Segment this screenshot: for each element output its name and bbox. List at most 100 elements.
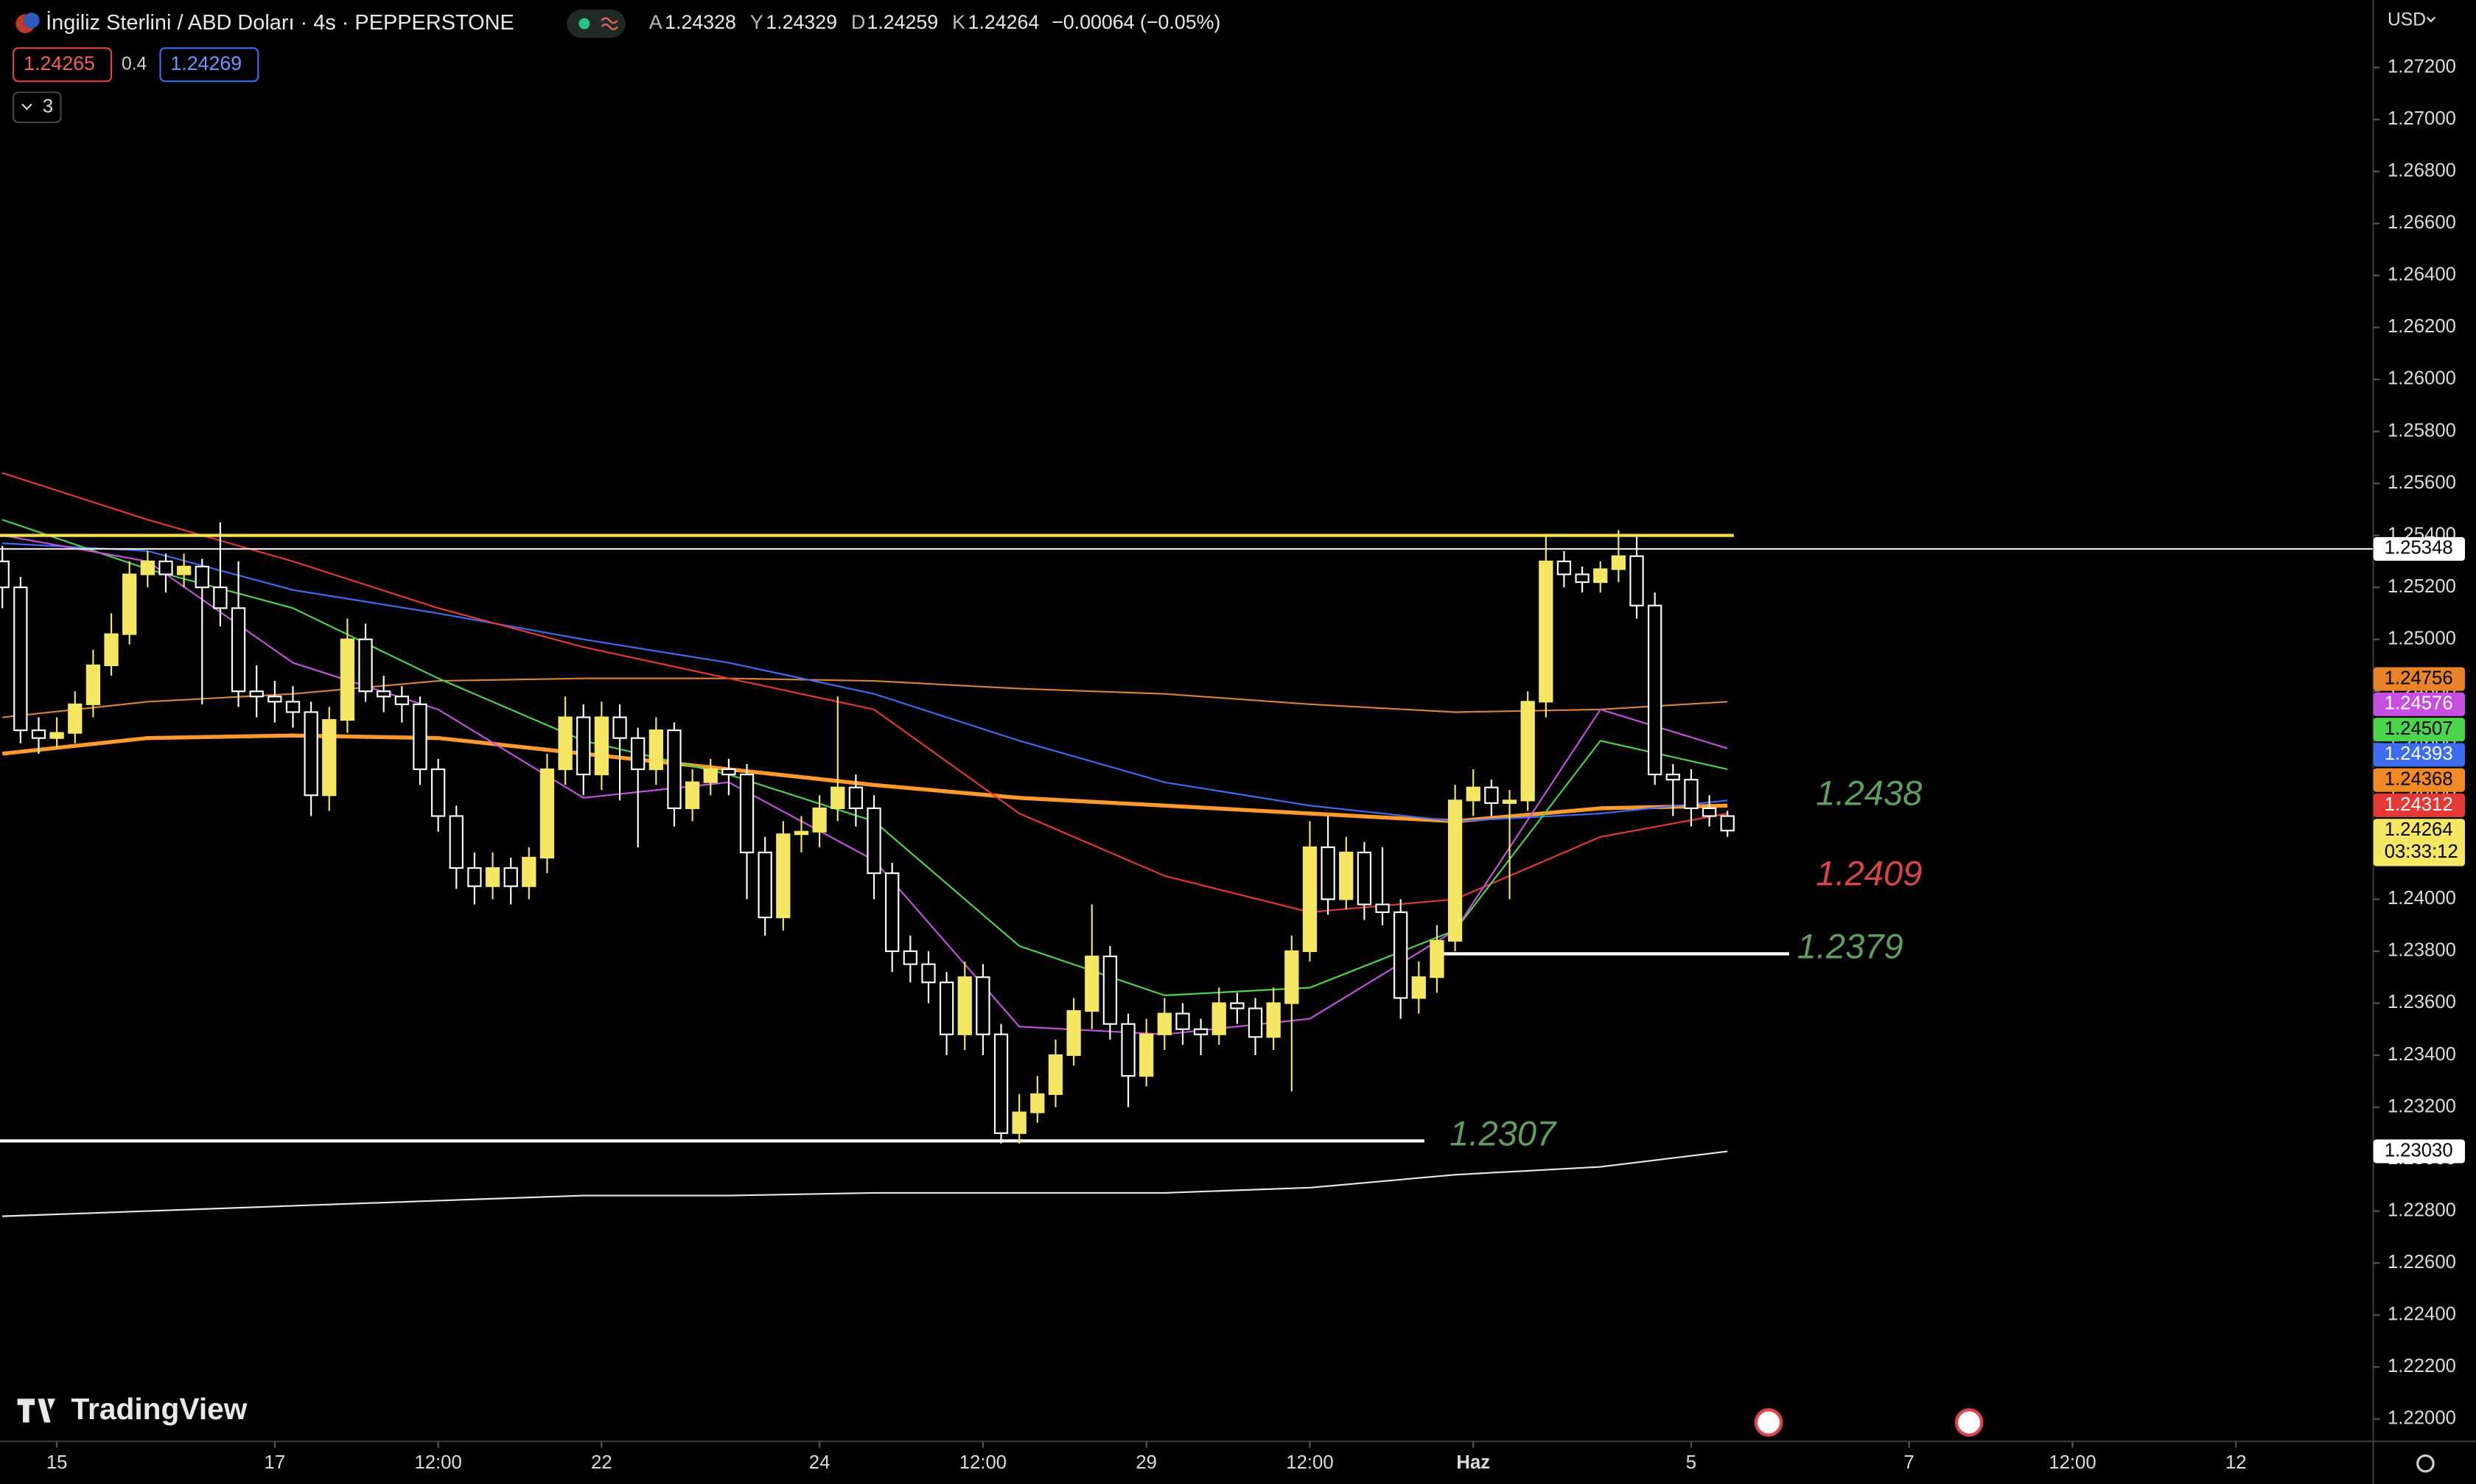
- candle-body: [1684, 779, 1699, 809]
- y-tick-label: 1.25800: [2388, 420, 2456, 441]
- price-change: −0.00064 (−0.05%): [1052, 11, 1220, 33]
- price-badge: [2373, 768, 2465, 792]
- buy-button[interactable]: [159, 47, 259, 83]
- spread: 0.4: [122, 54, 147, 74]
- candle-body: [612, 716, 627, 739]
- indicator-toggle[interactable]: [13, 91, 62, 124]
- price-badge: [2373, 819, 2465, 867]
- ohlc-key: D: [851, 11, 865, 33]
- price-badge: [2373, 793, 2465, 818]
- symbol-title[interactable]: İngiliz Sterlini / ABD Doları · 4s · PEP…: [46, 10, 514, 35]
- candle-body: [31, 729, 46, 739]
- candle-body: [1575, 573, 1590, 584]
- price-badge-label: 1.24264: [2385, 819, 2453, 840]
- candle-body: [267, 696, 282, 703]
- ohlc-value: 1.24264: [968, 11, 1040, 33]
- price-badge-label: 1.24507: [2385, 718, 2453, 739]
- y-tick-label: 1.22000: [2388, 1408, 2456, 1429]
- candle-body: [13, 587, 28, 732]
- level-label: 1.2379: [1797, 926, 1903, 965]
- annotation: 1.2409: [1816, 854, 1922, 893]
- candle-body: [49, 732, 64, 739]
- candle-body: [1447, 799, 1463, 942]
- candle-body: [921, 963, 936, 984]
- y-tick-label: 1.27200: [2388, 57, 2456, 77]
- ohlc-key: K: [952, 11, 965, 33]
- price-badge-label: 1.24312: [2385, 794, 2453, 815]
- y-tick-label: 1.27000: [2388, 108, 2456, 129]
- ohlc-value: 1.24259: [867, 11, 938, 33]
- candle-body: [558, 716, 573, 771]
- candle-body: [1702, 807, 1717, 817]
- candle-body: [1629, 555, 1644, 606]
- candle-body: [594, 716, 609, 776]
- plot-area: 1.2379 1.2307 1.2438 1.2409: [0, 472, 2374, 1217]
- candle-body: [1230, 1002, 1245, 1009]
- candle-body: [739, 774, 755, 853]
- candle-body: [176, 565, 192, 575]
- price-badge: [2373, 536, 2465, 561]
- candle-body: [1266, 1002, 1281, 1038]
- x-tick-label: 12:00: [2049, 1452, 2096, 1473]
- candle-body: [721, 768, 736, 776]
- x-tick-label: 17: [265, 1452, 286, 1473]
- price-badge-label: 1.24393: [2385, 743, 2453, 764]
- candle-body: [903, 950, 917, 965]
- candle-body: [285, 701, 301, 713]
- y-tick-label: 1.26600: [2388, 212, 2456, 233]
- candle-body: [449, 815, 464, 869]
- candle-body: [1085, 955, 1099, 1012]
- y-tick-label: 1.25200: [2388, 576, 2456, 597]
- candle-body: [104, 633, 119, 667]
- ohlc-key: Y: [750, 11, 763, 33]
- economic-event[interactable]: [1754, 1408, 1783, 1437]
- y-tick-label: 1.25000: [2388, 628, 2456, 648]
- candle-body: [1665, 774, 1680, 781]
- brand-name: TradingView: [71, 1392, 247, 1426]
- level-label: 1.2307: [1449, 1113, 1557, 1152]
- candle-body: [0, 560, 10, 589]
- candle-body: [1411, 976, 1426, 999]
- delay-icon: [601, 17, 618, 30]
- price-badge: [2373, 692, 2465, 716]
- sell-button[interactable]: [13, 47, 113, 83]
- y-tick-label: 1.26800: [2388, 161, 2456, 181]
- currency-selector[interactable]: USD: [2388, 10, 2426, 29]
- status-pill[interactable]: [567, 9, 626, 38]
- candle-body: [539, 768, 555, 859]
- event-icons: [1754, 1408, 1984, 1437]
- x-tick-label: 12:00: [414, 1452, 461, 1473]
- candle-body: [394, 696, 409, 705]
- bid-price[interactable]: 1.24265: [24, 52, 95, 74]
- ask-price[interactable]: 1.24269: [170, 52, 242, 74]
- y-tick-label: 1.23600: [2388, 992, 2456, 1012]
- y-tick-label: 1.22200: [2388, 1356, 2456, 1376]
- candle-body: [340, 638, 355, 721]
- candle-body: [522, 856, 536, 887]
- candle-body: [1430, 939, 1444, 979]
- x-tick-label: 12:00: [1286, 1452, 1333, 1473]
- y-tick-label: 1.23400: [2388, 1044, 2456, 1065]
- settings-icon[interactable]: [2416, 1454, 2435, 1473]
- candle-body: [648, 729, 663, 771]
- candle-body: [1139, 1033, 1154, 1077]
- candle-body: [1193, 1028, 1209, 1035]
- indicator-count[interactable]: 3: [43, 96, 53, 116]
- price-badge: [2373, 718, 2465, 742]
- x-tick-label: 12:00: [959, 1452, 1007, 1473]
- candle-body: [867, 807, 881, 875]
- x-tick-label: 15: [46, 1452, 68, 1473]
- y-tick-label: 1.26200: [2388, 316, 2456, 337]
- x-tick-label: 24: [809, 1452, 830, 1473]
- price-badge: [2373, 667, 2465, 691]
- ohlc-value: 1.24329: [766, 11, 837, 33]
- candle-body: [1375, 903, 1390, 914]
- candle-body: [140, 560, 155, 575]
- economic-event[interactable]: [1954, 1408, 1984, 1437]
- x-tick-label: 29: [1136, 1452, 1157, 1473]
- candle-body: [1466, 786, 1480, 802]
- candle-body: [322, 718, 337, 797]
